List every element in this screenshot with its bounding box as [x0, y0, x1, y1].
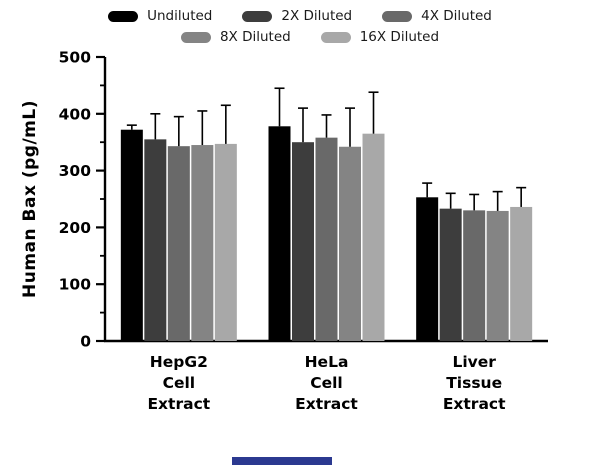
legend-item: 2X Diluted — [242, 8, 352, 24]
legend-swatch — [242, 10, 273, 22]
category-label: Extract — [443, 395, 506, 413]
legend-item: 4X Diluted — [382, 8, 492, 24]
y-tick-label: 400 — [59, 105, 92, 123]
y-tick-label: 200 — [59, 219, 92, 237]
legend-swatch — [382, 10, 413, 22]
legend-row: Undiluted 2X Diluted 4X Diluted — [108, 8, 492, 24]
legend-item: 8X Diluted — [180, 29, 291, 45]
bar — [191, 145, 214, 341]
legend-swatch — [320, 31, 351, 43]
legend-item: 16X Diluted — [320, 29, 440, 45]
bar — [463, 210, 486, 341]
chart-legend: Undiluted 2X Diluted 4X Diluted 8X Diluted 1… — [0, 8, 600, 45]
bar — [362, 133, 385, 341]
bar — [510, 206, 533, 341]
legend-label: 2X Diluted — [281, 8, 353, 24]
legend-row: 8X Diluted 16X Diluted — [180, 29, 440, 45]
category-label: Tissue — [446, 374, 502, 392]
bar — [416, 197, 439, 341]
category-label: HepG2 — [150, 353, 208, 371]
y-tick-label: 100 — [59, 276, 92, 294]
bar — [214, 143, 237, 341]
watermark-bar — [232, 457, 332, 465]
bar — [144, 139, 167, 341]
bar — [339, 146, 361, 341]
category-label: Extract — [147, 395, 210, 413]
bar — [292, 142, 314, 341]
legend-label: 16X Diluted — [359, 29, 440, 45]
legend-item: Undiluted — [108, 8, 212, 24]
legend-label: 4X Diluted — [421, 8, 492, 24]
bar — [167, 146, 190, 341]
bar — [268, 126, 291, 342]
bar — [120, 129, 143, 341]
category-label: Cell — [310, 374, 343, 392]
category-label: Extract — [295, 395, 358, 413]
category-label: Liver — [452, 353, 496, 371]
y-tick-label: 0 — [80, 333, 91, 351]
bar — [315, 137, 338, 341]
legend-swatch — [108, 10, 139, 22]
bar — [439, 208, 462, 341]
y-tick-label: 300 — [59, 162, 92, 180]
y-tick-label: 500 — [59, 49, 92, 67]
category-label: Cell — [163, 374, 196, 392]
category-label: HeLa — [305, 353, 349, 371]
legend-swatch — [180, 31, 211, 43]
bar — [486, 210, 509, 341]
legend-label: Undiluted — [147, 8, 213, 24]
legend-label: 8X Diluted — [219, 29, 291, 45]
